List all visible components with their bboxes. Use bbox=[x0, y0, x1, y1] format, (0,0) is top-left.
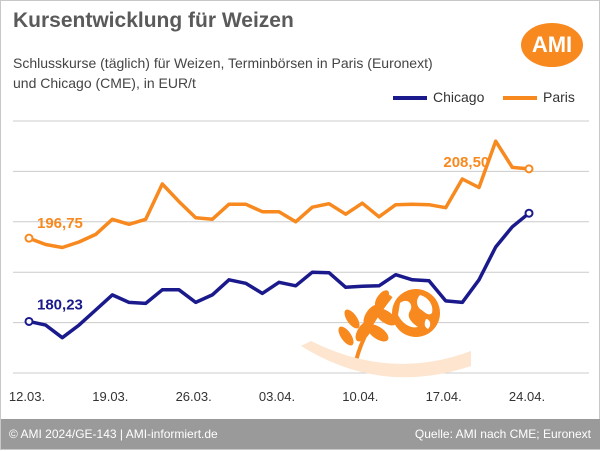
grid-lines bbox=[13, 120, 589, 374]
x-tick-label: 26.03. bbox=[176, 389, 212, 404]
series-line-paris bbox=[27, 139, 531, 250]
start-point-chicago bbox=[24, 316, 34, 326]
x-tick-label: 17.04. bbox=[426, 389, 462, 404]
x-tick-label: 03.04. bbox=[259, 389, 295, 404]
legend-label-chicago: Chicago bbox=[433, 89, 485, 105]
subtitle-line-2: und Chicago (CME), in EUR/t bbox=[13, 75, 196, 91]
x-tick-label: 24.04. bbox=[509, 389, 545, 404]
legend-item-chicago: Chicago bbox=[393, 89, 484, 105]
chart-title: Kursentwicklung für Weizen bbox=[13, 9, 294, 32]
end-point-paris bbox=[524, 164, 534, 174]
chart-subtitle: Schlusskurse (täglich) für Weizen, Termi… bbox=[13, 53, 483, 93]
label-layer: 180,23 196,75 208,50 bbox=[37, 154, 489, 313]
globe-icon bbox=[392, 289, 440, 337]
data-label-paris-start: 196,75 bbox=[37, 215, 83, 232]
data-label-chicago-start: 180,23 bbox=[37, 296, 83, 313]
legend-swatch-chicago bbox=[393, 96, 427, 101]
wheat-icon bbox=[338, 290, 397, 362]
footer-bar: © AMI 2024/GE-143 | AMI-informiert.de Qu… bbox=[1, 419, 600, 449]
legend-label-paris: Paris bbox=[543, 89, 575, 105]
end-point-chicago bbox=[524, 208, 534, 218]
decor-swoosh bbox=[301, 341, 471, 378]
series-layer bbox=[24, 139, 534, 340]
start-point-paris bbox=[24, 233, 34, 243]
x-tick-label: 19.03. bbox=[92, 389, 128, 404]
legend-swatch-paris bbox=[503, 96, 537, 101]
decor-icons bbox=[301, 289, 471, 378]
series-line-chicago bbox=[27, 211, 531, 340]
x-tick-label: 10.04. bbox=[342, 389, 378, 404]
legend-item-paris: Paris bbox=[503, 89, 575, 105]
footer-copyright: © AMI 2024/GE-143 | AMI-informiert.de bbox=[9, 427, 218, 441]
data-label-paris-end: 208,50 bbox=[443, 154, 489, 171]
subtitle-line-1: Schlusskurse (täglich) für Weizen, Termi… bbox=[13, 55, 433, 71]
x-axis: 12.03. 19.03. 26.03. 03.04. 10.04. 17.04. 24.0… bbox=[9, 389, 545, 404]
ami-logo: AMI bbox=[521, 23, 583, 67]
x-tick-label: 12.03. bbox=[9, 389, 45, 404]
footer-source: Quelle: AMI nach CME; Euronext bbox=[414, 427, 591, 441]
